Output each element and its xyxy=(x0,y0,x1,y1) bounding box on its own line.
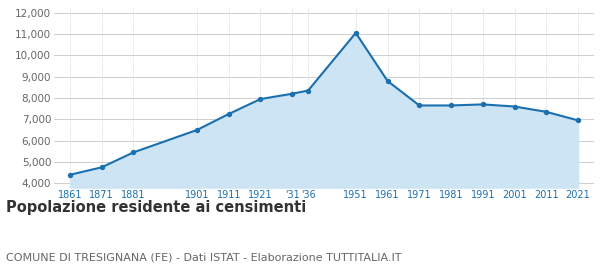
Point xyxy=(446,103,456,108)
Point xyxy=(256,97,265,101)
Text: COMUNE DI TRESIGNANA (FE) - Dati ISTAT - Elaborazione TUTTITALIA.IT: COMUNE DI TRESIGNANA (FE) - Dati ISTAT -… xyxy=(6,252,401,262)
Point xyxy=(510,104,520,109)
Point xyxy=(224,112,233,116)
Point xyxy=(415,103,424,108)
Point xyxy=(351,31,361,35)
Point xyxy=(383,79,392,83)
Point xyxy=(128,150,138,155)
Text: Popolazione residente ai censimenti: Popolazione residente ai censimenti xyxy=(6,200,306,215)
Point xyxy=(478,102,488,107)
Point xyxy=(97,165,106,170)
Point xyxy=(304,88,313,93)
Point xyxy=(192,128,202,132)
Point xyxy=(542,110,551,114)
Point xyxy=(65,172,74,177)
Point xyxy=(574,118,583,123)
Point xyxy=(287,92,297,96)
